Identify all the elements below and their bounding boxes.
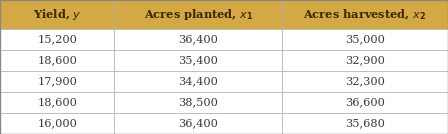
Bar — [0, 50, 114, 71]
Bar — [114, 29, 282, 50]
Bar — [114, 92, 282, 113]
Text: 15,200: 15,200 — [37, 34, 77, 44]
Text: 34,400: 34,400 — [178, 76, 218, 86]
Text: 35,400: 35,400 — [178, 55, 218, 65]
Bar — [114, 50, 282, 71]
Text: 35,680: 35,680 — [345, 118, 385, 129]
Bar — [282, 50, 448, 71]
Bar — [282, 92, 448, 113]
Bar — [282, 71, 448, 92]
Text: 32,300: 32,300 — [345, 76, 385, 86]
Bar — [0, 29, 114, 50]
Text: 36,600: 36,600 — [345, 97, 385, 107]
Text: 18,600: 18,600 — [37, 97, 77, 107]
Bar — [114, 113, 282, 134]
Bar — [114, 0, 282, 29]
Bar — [282, 0, 448, 29]
Text: 36,400: 36,400 — [178, 118, 218, 129]
Text: 16,000: 16,000 — [37, 118, 77, 129]
Text: Acres planted, $\mathbf{\mathit{x}_1}$: Acres planted, $\mathbf{\mathit{x}_1}$ — [143, 7, 253, 22]
Text: Acres harvested, $\mathbf{\mathit{x}_2}$: Acres harvested, $\mathbf{\mathit{x}_2}$ — [303, 7, 427, 22]
Text: 17,900: 17,900 — [37, 76, 77, 86]
Bar — [114, 71, 282, 92]
Text: 18,600: 18,600 — [37, 55, 77, 65]
Bar — [0, 113, 114, 134]
Text: Yield, $\mathbf{\mathit{y}}$: Yield, $\mathbf{\mathit{y}}$ — [33, 7, 82, 22]
Bar — [0, 71, 114, 92]
Bar — [282, 29, 448, 50]
Text: 38,500: 38,500 — [178, 97, 218, 107]
Bar — [0, 92, 114, 113]
Text: 32,900: 32,900 — [345, 55, 385, 65]
Text: 35,000: 35,000 — [345, 34, 385, 44]
Bar — [282, 113, 448, 134]
Bar — [0, 0, 114, 29]
Text: 36,400: 36,400 — [178, 34, 218, 44]
